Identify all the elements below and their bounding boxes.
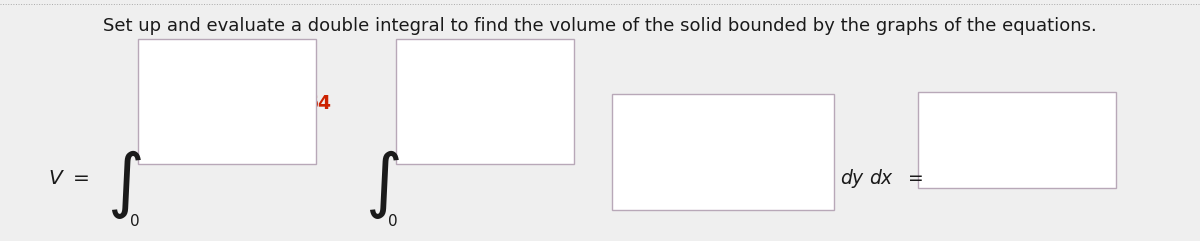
Text: $x^2 + y^2\ =$: $x^2 + y^2\ =$	[156, 91, 247, 116]
Text: Set up and evaluate a double integral to find the volume of the solid bounded by: Set up and evaluate a double integral to…	[103, 17, 1097, 35]
Text: $0$: $0$	[130, 213, 139, 228]
Bar	[612, 94, 834, 210]
Text: $\int$: $\int$	[108, 148, 142, 221]
Text: $\int$: $\int$	[366, 148, 400, 221]
Text: $0$: $0$	[388, 213, 397, 228]
Text: 64: 64	[306, 94, 332, 113]
Text: $V\ =$: $V\ =$	[48, 169, 89, 188]
Bar	[918, 92, 1116, 188]
Text: $dy\ dx\ \ =$: $dy\ dx\ \ =$	[840, 167, 924, 190]
Bar	[138, 39, 316, 164]
Text: first octant: first octant	[206, 133, 310, 152]
Bar	[396, 39, 574, 164]
Text: $z = x + y$: $z = x + y$	[200, 53, 280, 73]
